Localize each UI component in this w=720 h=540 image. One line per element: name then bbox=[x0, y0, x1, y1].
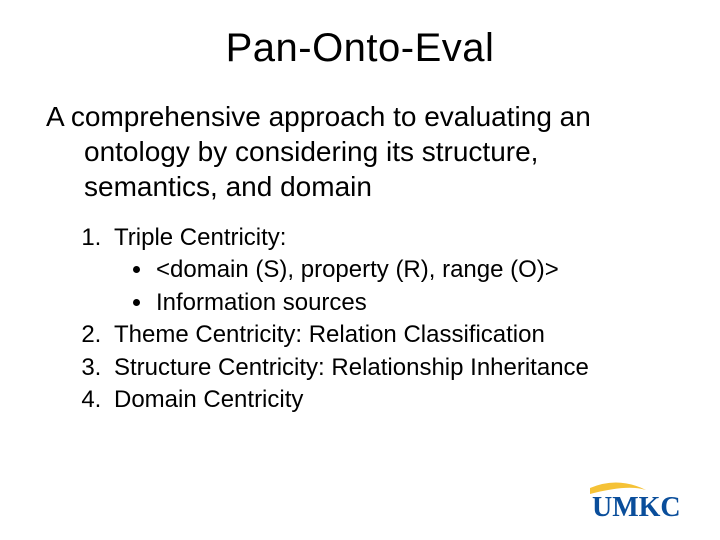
logo-text: UMKC bbox=[592, 492, 681, 523]
list-item-1-text: Triple Centricity: bbox=[114, 224, 286, 251]
slide: Pan-Onto-Eval A comprehensive approach t… bbox=[0, 0, 720, 540]
main-list: Triple Centricity: <domain (S), property… bbox=[64, 222, 680, 416]
sub-list-1: <domain (S), property (R), range (O)> In… bbox=[114, 254, 680, 319]
slide-title: Pan-Onto-Eval bbox=[0, 0, 720, 81]
main-list-container: Triple Centricity: <domain (S), property… bbox=[64, 222, 680, 416]
subtitle-line-2: ontology by considering its structure, bbox=[84, 136, 538, 167]
sub-item-1-1: <domain (S), property (R), range (O)> bbox=[154, 254, 680, 286]
subtitle-line-3: semantics, and domain bbox=[84, 171, 372, 202]
list-item-2: Theme Centricity: Relation Classificatio… bbox=[108, 319, 680, 351]
subtitle-line-1: A comprehensive approach to evaluating a… bbox=[46, 101, 591, 132]
list-item-3: Structure Centricity: Relationship Inher… bbox=[108, 352, 680, 384]
slide-subtitle: A comprehensive approach to evaluating a… bbox=[46, 99, 674, 204]
list-item-1: Triple Centricity: <domain (S), property… bbox=[108, 222, 680, 319]
sub-item-1-2: Information sources bbox=[154, 287, 680, 319]
umkc-logo: UMKC bbox=[588, 480, 698, 524]
list-item-4: Domain Centricity bbox=[108, 384, 680, 416]
